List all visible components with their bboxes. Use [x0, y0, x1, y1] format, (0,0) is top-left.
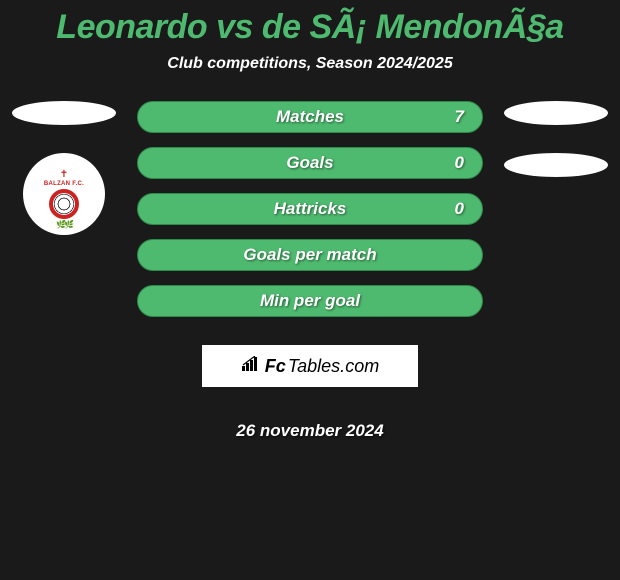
stat-label: Min per goal [260, 291, 360, 311]
brand-suffix: Tables.com [288, 356, 379, 377]
stat-bar-hattricks: Hattricks 0 [137, 193, 483, 225]
date-label: 26 november 2024 [137, 421, 483, 441]
brand-prefix: Fc [265, 356, 286, 377]
left-player-col: ✝ BALZAN F.C. 🌿🌿 [10, 101, 118, 235]
stats-column: Matches 7 Goals 0 Hattricks 0 Goals per … [137, 101, 483, 441]
main-row: ✝ BALZAN F.C. 🌿🌿 Matches 7 Goals 0 Hattr… [4, 101, 616, 441]
player-photo-placeholder [12, 101, 116, 125]
brand-text: FcTables.com [265, 356, 379, 377]
stat-bar-matches: Matches 7 [137, 101, 483, 133]
stat-value: 0 [455, 199, 464, 219]
stat-label: Goals [286, 153, 333, 173]
badge-cross-icon: ✝ [60, 170, 68, 180]
badge-content: ✝ BALZAN F.C. [44, 170, 84, 219]
stat-bar-min-per-goal: Min per goal [137, 285, 483, 317]
stat-label: Hattricks [274, 199, 347, 219]
stat-bar-goals: Goals 0 [137, 147, 483, 179]
badge-ball-icon [49, 189, 79, 219]
stat-value: 0 [455, 153, 464, 173]
stat-label: Matches [276, 107, 344, 127]
badge-laurel-icon: 🌿🌿 [56, 220, 72, 229]
stat-bar-goals-per-match: Goals per match [137, 239, 483, 271]
stat-value: 7 [455, 107, 464, 127]
comparison-card: Leonardo vs de SÃ¡ MendonÃ§a Club compet… [0, 0, 620, 441]
right-player-col [502, 101, 610, 177]
player-photo-placeholder [504, 101, 608, 125]
season-subtitle: Club competitions, Season 2024/2025 [4, 55, 616, 73]
brand-footer[interactable]: FcTables.com [202, 345, 418, 387]
chart-icon [241, 356, 261, 377]
badge-text: BALZAN F.C. [44, 181, 84, 187]
club-badge-placeholder [504, 153, 608, 177]
club-badge-left: ✝ BALZAN F.C. 🌿🌿 [23, 153, 105, 235]
stat-label: Goals per match [243, 245, 376, 265]
page-title: Leonardo vs de SÃ¡ MendonÃ§a [4, 8, 616, 47]
